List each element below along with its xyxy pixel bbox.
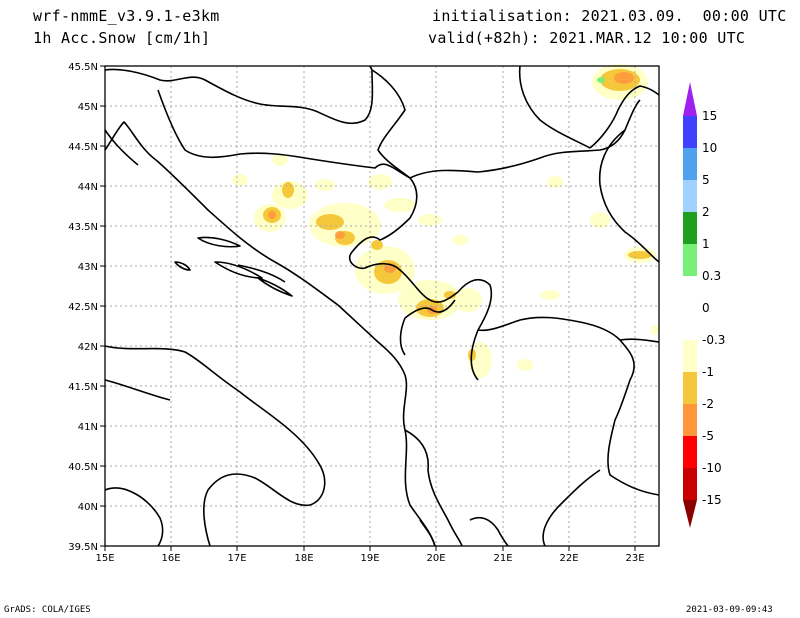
lat-tick-41n: 41N [78, 422, 98, 433]
lon-tick-20e: 20E [426, 553, 445, 564]
lon-tick-18e: 18E [294, 553, 313, 564]
colorbar-bottom-arrow [683, 500, 697, 528]
colorbar-bin-6 [683, 244, 697, 276]
colorbar-bin-8 [683, 340, 697, 372]
lat-tick-40-5n: 40.5N [68, 462, 98, 473]
lat-tick-39-5n: 39.5N [68, 542, 98, 553]
initialisation-time: initialisation: 2021.03.09. 00:00 UTC [432, 7, 787, 25]
colorbar-bin-7 [683, 276, 697, 340]
lon-tick-23e: 23E [625, 553, 644, 564]
lon-tick-16e: 16E [161, 553, 180, 564]
colorbar-bin-5 [683, 212, 697, 244]
cb-label-neg-1: -1 [702, 365, 714, 379]
lat-tick-45-5n: 45.5N [68, 62, 98, 73]
colorbar [683, 82, 697, 528]
axis-ticks [100, 65, 636, 551]
lat-tick-44n: 44N [78, 182, 98, 193]
lat-tick-41-5n: 41.5N [68, 382, 98, 393]
lon-tick-19e: 19E [360, 553, 379, 564]
colorbar-bin-12 [683, 468, 697, 500]
lat-tick-43n: 43N [78, 262, 98, 273]
lon-tick-labels: 15E 16E 17E 18E 19E 20E 21E 22E 23E [95, 553, 644, 564]
cb-label-0: 0 [702, 301, 710, 315]
footer-credit: GrADS: COLA/IGES [4, 605, 91, 615]
colorbar-labels: 15 10 5 2 1 0.3 0 -0.3 -1 -2 -5 -10 -15 [702, 109, 725, 507]
lat-tick-44-5n: 44.5N [68, 142, 98, 153]
colorbar-bin-10 [683, 404, 697, 436]
cb-label-10: 10 [702, 141, 717, 155]
lon-tick-17e: 17E [227, 553, 246, 564]
cb-label-1: 1 [702, 237, 710, 251]
colorbar-bin-2 [683, 132, 697, 148]
lat-tick-42-5n: 42.5N [68, 302, 98, 313]
lat-tick-45n: 45N [78, 102, 98, 113]
snow-field [232, 64, 659, 378]
cb-label-2: 2 [702, 205, 710, 219]
footer-timestamp: 2021-03-09-09:43 [686, 605, 773, 615]
cb-label-neg-10: -10 [702, 461, 722, 475]
cb-label-neg-15: -15 [702, 493, 722, 507]
lat-tick-42n: 42N [78, 342, 98, 353]
valid-time: valid(+82h): 2021.MAR.12 10:00 UTC [428, 29, 746, 47]
colorbar-bin-3 [683, 148, 697, 180]
model-title: wrf-nmmE_v3.9.1-e3km [33, 7, 220, 25]
cb-label-neg-2: -2 [702, 397, 714, 411]
colorbar-bin-1 [683, 116, 697, 132]
cb-label-0-3: 0.3 [702, 269, 721, 283]
lat-tick-labels: 39.5N 40N 40.5N 41N 41.5N 42N 42.5N 43N … [68, 62, 98, 553]
colorbar-bin-9 [683, 372, 697, 404]
graticule [105, 66, 659, 546]
colorbar-top-arrow [683, 82, 697, 116]
lon-tick-15e: 15E [95, 553, 114, 564]
coastlines-borders [104, 65, 660, 547]
cb-label-5: 5 [702, 173, 710, 187]
lat-tick-40n: 40N [78, 502, 98, 513]
cb-label-15: 15 [702, 109, 717, 123]
lon-tick-21e: 21E [493, 553, 512, 564]
lat-tick-43-5n: 43.5N [68, 222, 98, 233]
colorbar-bin-4 [683, 180, 697, 212]
cb-label-neg-5: -5 [702, 429, 714, 443]
cb-label-neg-0-3: -0.3 [702, 333, 725, 347]
lon-tick-22e: 22E [559, 553, 578, 564]
colorbar-bin-11 [683, 436, 697, 468]
field-title: 1h Acc.Snow [cm/1h] [33, 29, 211, 47]
